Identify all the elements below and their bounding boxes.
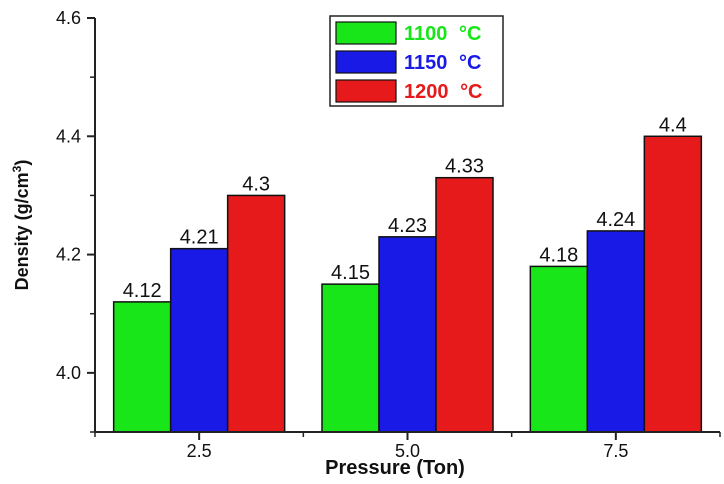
data-label: 4.33 <box>445 156 484 178</box>
legend-swatch-1150 <box>335 50 397 74</box>
bar-1150-2.5 <box>169 247 229 433</box>
data-label: 4.3 <box>242 173 270 195</box>
legend-swatch-1100 <box>335 21 397 45</box>
y-axis-title: Density (g/cm3) <box>10 160 32 291</box>
bar-1150-5.0 <box>378 236 437 433</box>
bar-1100-2.5 <box>112 301 172 433</box>
legend-label-1200: 1200 °C <box>404 81 483 103</box>
data-label: 4.21 <box>180 227 219 249</box>
data-label: 4.18 <box>539 244 578 266</box>
data-label: 4.15 <box>331 262 370 284</box>
data-labels-layer: 4.12 4.21 4.3 4.15 4.23 4.33 4.18 4.24 4.4 <box>123 114 687 302</box>
data-label: 4.4 <box>659 114 687 136</box>
y-tick-label: 4.2 <box>56 245 81 265</box>
x-tick-label: 7.5 <box>603 441 628 461</box>
bars-layer <box>112 135 703 433</box>
data-label: 4.12 <box>123 280 162 302</box>
legend: 1100 °C 1150 °C 1200 °C <box>329 15 504 107</box>
x-ticks-layer: 2.5 5.0 7.5 <box>94 432 721 461</box>
y-tick-label: 4.0 <box>56 363 81 383</box>
y-ticks-layer: 4.0 4.2 4.4 4.6 <box>56 8 95 433</box>
y-tick-label: 4.6 <box>56 8 81 28</box>
bar-1100-7.5 <box>529 265 589 433</box>
bar-1200-7.5 <box>643 135 703 433</box>
x-tick-label: 5.0 <box>395 441 420 461</box>
bar-1200-5.0 <box>435 176 494 433</box>
bar-1100-5.0 <box>321 283 380 433</box>
bar-1150-7.5 <box>586 230 646 433</box>
data-label: 4.24 <box>596 209 635 231</box>
legend-swatch-1200 <box>335 79 397 103</box>
legend-label-1100: 1100 °C <box>404 23 481 45</box>
y-tick-label: 4.4 <box>56 126 81 146</box>
x-axis-title: Pressure (Ton) <box>325 457 465 479</box>
bar-1200-2.5 <box>226 194 286 433</box>
x-tick-label: 2.5 <box>187 441 212 461</box>
legend-label-1150: 1150 °C <box>404 52 481 74</box>
data-label: 4.23 <box>388 215 427 237</box>
